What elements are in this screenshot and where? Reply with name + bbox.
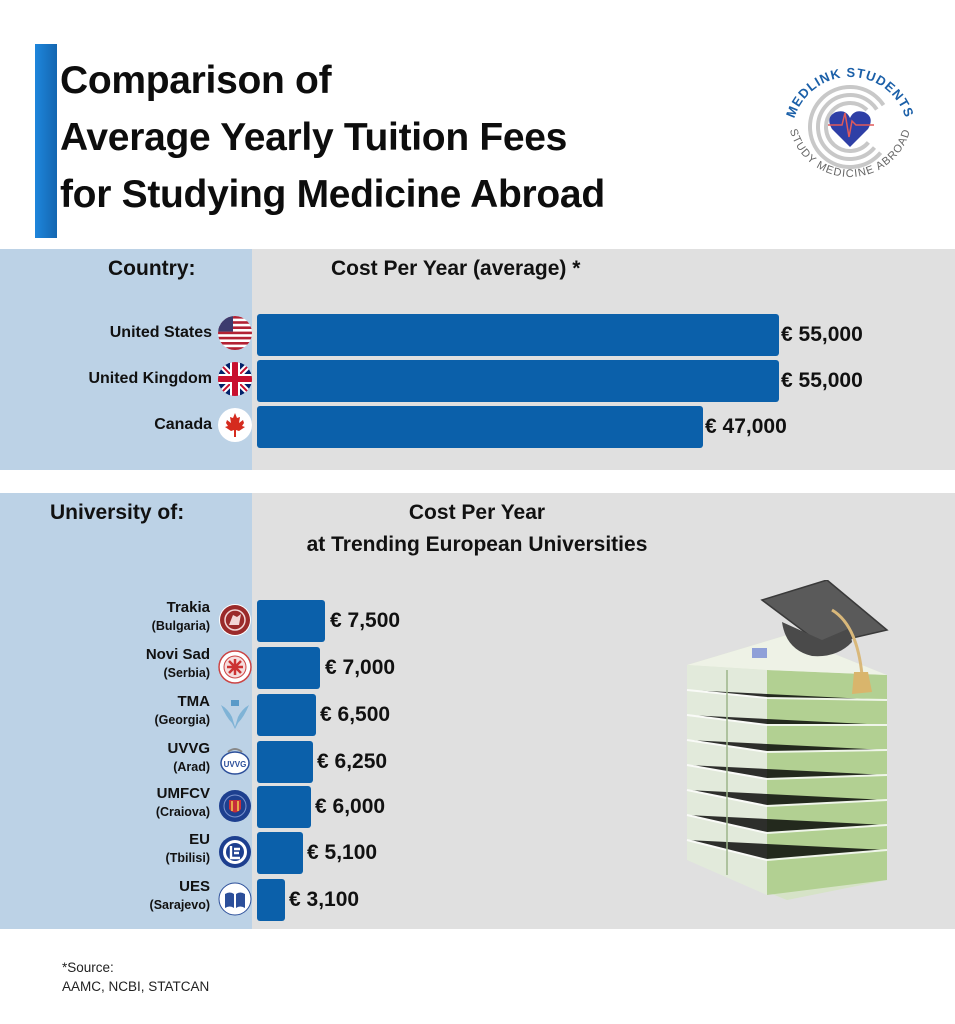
eu-tbilisi-logo-icon [219,836,251,868]
ues-book-logo-icon [218,882,252,916]
cost-value: € 6,250 [317,750,388,773]
svg-text:MEDLINK STUDENTS: MEDLINK STUDENTS [783,65,917,120]
title-line-1: Comparison of [60,59,332,102]
university-name: EU (Tbilisi) [165,831,210,865]
university-name: Novi Sad (Serbia) [145,646,210,680]
medlink-logo-icon: MEDLINK STUDENTS STUDY MEDICINE ABROAD [783,65,917,180]
university-cost-header-line-2: at Trending European Universities [306,533,648,556]
cost-value: € 5,100 [307,841,378,864]
country-name: United States [109,324,212,341]
cost-bar [257,741,313,783]
university-name: Trakia (Bulgaria) [151,599,210,633]
tma-eagle-icon [218,697,252,731]
cost-bar [257,647,320,689]
university-name: UVVG (Arad) [167,740,210,774]
university-name: UES (Sarajevo) [149,878,210,912]
cost-value: € 7,000 [325,656,396,679]
cost-bar [257,879,285,921]
umfcv-crest-icon [219,790,251,822]
university-column-header: University of: [50,501,185,524]
country-cost-panel: Country: Cost Per Year (average) * Unite… [0,249,955,470]
country-name: United Kingdom [88,370,212,387]
cost-bar [257,832,303,874]
cost-value: € 47,000 [705,415,787,438]
source-label: *Source: [62,960,114,975]
cost-value: € 6,500 [320,703,391,726]
svg-text:UVVG: UVVG [224,760,247,769]
cost-bar [257,786,311,828]
cost-value: € 55,000 [781,369,863,392]
money-stack-graduation-cap-illustration [686,580,889,900]
trakia-crest-icon [219,604,251,636]
us-flag-icon [218,316,252,350]
country-label-column [0,249,252,470]
uvvg-crest-icon: UVVG [218,744,252,778]
cost-bar [257,314,779,356]
university-cost-header: Cost Per Year at Trending European Unive… [252,497,702,561]
university-cost-header-line-1: Cost Per Year [408,501,546,524]
country-name: Canada [154,416,212,433]
cost-column-header: Cost Per Year (average) * [331,257,581,280]
cost-value: € 55,000 [781,323,863,346]
cost-value: € 6,000 [315,795,386,818]
euro-banknote-stack-icon [686,635,888,900]
uk-flag-icon [218,362,252,396]
cost-bar [257,694,316,736]
university-label-column [0,493,252,929]
university-name: TMA (Georgia) [154,693,210,727]
cost-value: € 7,500 [330,609,401,632]
cost-bar [257,406,703,448]
country-column-header: Country: [108,257,196,280]
source-note: *Source: AAMC, NCBI, STATCAN [62,958,209,996]
title-accent-bar [35,44,57,238]
university-name: UMFCV (Craiova) [155,785,210,819]
page-title: Comparison of Average Yearly Tuition Fee… [60,52,605,223]
title-line-2: Average Yearly Tuition Fees [60,116,568,159]
cost-bar [257,360,779,402]
title-line-3: for Studying Medicine Abroad [60,173,605,216]
source-text: AAMC, NCBI, STATCAN [62,979,210,994]
cost-bar [257,600,325,642]
cost-value: € 3,100 [289,888,360,911]
novi-sad-crest-icon [218,650,252,684]
graduation-cap-icon [760,580,889,694]
canada-flag-icon [218,408,252,442]
